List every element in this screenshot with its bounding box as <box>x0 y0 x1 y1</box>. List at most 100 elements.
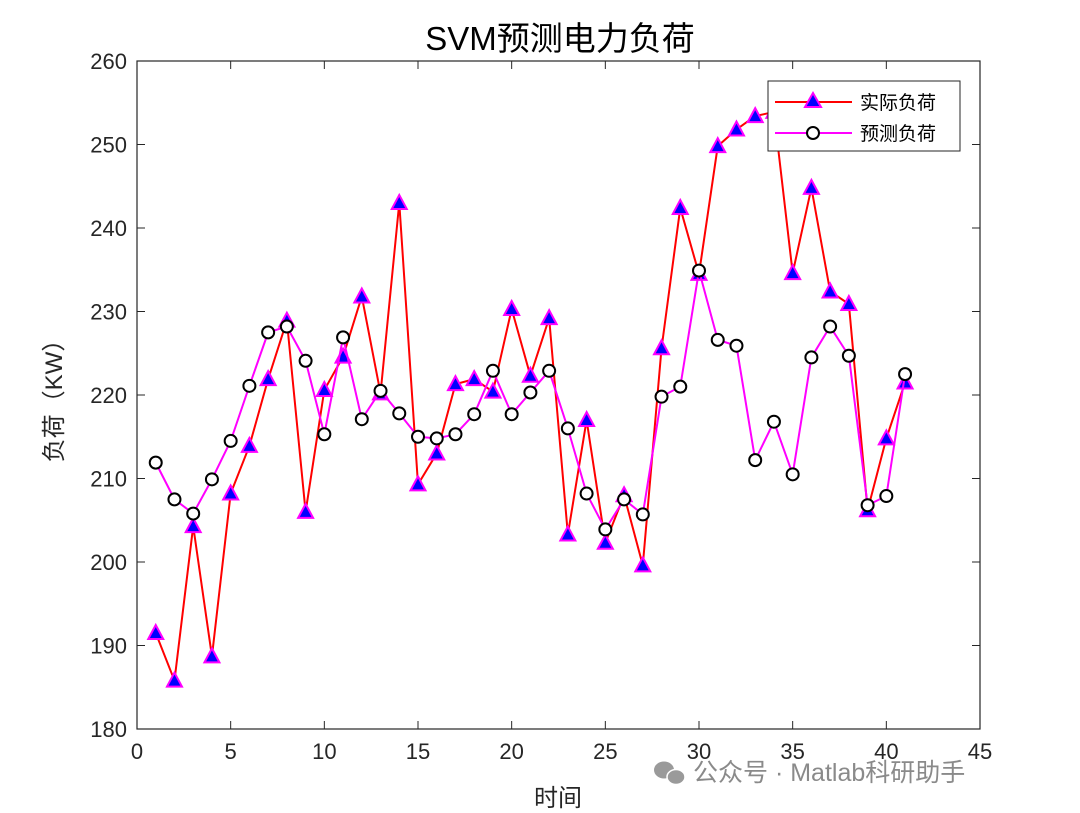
data-point-actual <box>671 197 690 215</box>
legend-label-predicted: 预测负荷 <box>860 123 936 145</box>
data-point-predicted <box>823 319 838 334</box>
data-point-predicted <box>148 455 163 470</box>
data-point-actual <box>221 483 240 501</box>
x-tick-label: 30 <box>687 739 711 764</box>
data-point-actual <box>539 308 559 326</box>
data-point-predicted <box>392 406 407 421</box>
data-point-predicted <box>485 363 500 378</box>
series-predicted <box>148 263 913 537</box>
data-point-predicted <box>298 353 313 368</box>
data-point-actual <box>296 501 315 519</box>
x-axis: 0 5 10 15 20 25 30 35 40 45 <box>131 61 992 764</box>
data-point-predicted <box>560 421 575 436</box>
data-point-actual <box>352 286 371 304</box>
x-tick-label: 35 <box>780 739 804 764</box>
legend-marker-predicted <box>806 126 820 140</box>
y-tick-label: 230 <box>90 300 127 325</box>
y-tick-label: 260 <box>90 49 127 74</box>
data-point-actual <box>839 293 859 311</box>
watermark: 公众号 · Matlab科研助手 <box>654 759 965 787</box>
data-point-predicted <box>167 492 182 507</box>
x-tick-label: 5 <box>225 739 237 764</box>
data-point-predicted <box>598 522 613 537</box>
data-point-predicted <box>429 431 444 446</box>
data-point-actual <box>783 262 802 281</box>
x-tick-label: 45 <box>968 739 992 764</box>
data-point-actual <box>202 646 222 664</box>
data-point-actual <box>465 369 484 387</box>
data-point-predicted <box>242 378 257 393</box>
data-point-predicted <box>223 433 238 448</box>
data-point-predicted <box>336 330 351 345</box>
data-point-actual <box>446 374 465 392</box>
data-point-actual <box>558 524 578 542</box>
y-tick-label: 250 <box>90 133 127 158</box>
watermark-text: 公众号 · Matlab科研助手 <box>693 759 965 787</box>
series-layer <box>146 101 915 688</box>
data-point-predicted <box>542 363 557 378</box>
data-point-predicted <box>448 427 463 442</box>
data-point-predicted <box>317 427 332 442</box>
data-point-predicted <box>841 348 856 363</box>
data-point-predicted <box>373 383 388 398</box>
data-point-actual <box>165 670 184 688</box>
data-point-predicted <box>504 407 519 422</box>
data-point-predicted <box>692 263 706 278</box>
data-point-predicted <box>261 325 276 340</box>
x-tick-label: 25 <box>593 739 617 764</box>
data-point-actual <box>895 372 915 390</box>
y-axis: 180 190 200 210 220 230 240 250 260 <box>90 49 980 742</box>
data-point-actual <box>820 281 840 299</box>
chart-title: SVM预测电力负荷 <box>425 20 695 57</box>
data-point-actual <box>240 435 259 453</box>
legend-box <box>767 80 961 152</box>
data-point-predicted <box>204 472 219 487</box>
x-tick-label: 10 <box>312 739 336 764</box>
data-point-predicted <box>411 429 425 444</box>
legend: 实际负荷 预测负荷 <box>767 80 961 152</box>
data-point-actual <box>652 338 671 356</box>
data-point-predicted <box>898 367 913 382</box>
data-point-actual <box>184 515 203 534</box>
data-point-actual <box>408 474 428 492</box>
data-point-predicted <box>654 389 669 404</box>
data-point-actual <box>258 369 278 387</box>
data-point-predicted <box>617 492 632 507</box>
data-point-predicted <box>879 489 894 504</box>
data-point-actual <box>315 379 334 397</box>
y-tick-label: 240 <box>90 216 127 241</box>
data-point-predicted <box>766 414 781 429</box>
legend-label-actual: 实际负荷 <box>860 92 936 114</box>
data-point-predicted <box>860 498 875 513</box>
data-point-actual <box>877 428 896 446</box>
x-tick-label: 15 <box>406 739 430 764</box>
y-tick-label: 220 <box>90 383 127 408</box>
data-point-actual <box>727 119 746 137</box>
data-point-predicted <box>467 407 482 422</box>
data-point-predicted <box>579 486 594 501</box>
x-axis-label: 时间 <box>534 785 582 812</box>
wechat-icon <box>654 761 686 786</box>
y-tick-label: 180 <box>90 717 127 742</box>
data-point-actual <box>521 365 540 383</box>
y-axis-label: 负荷（KW） <box>41 328 68 463</box>
data-point-actual <box>633 555 652 573</box>
data-point-actual <box>577 409 596 428</box>
x-tick-label: 0 <box>131 739 143 764</box>
data-point-predicted <box>673 379 688 394</box>
data-point-predicted <box>523 385 538 400</box>
data-point-predicted <box>279 319 294 334</box>
data-point-predicted <box>785 467 800 482</box>
data-point-actual <box>483 381 503 399</box>
data-point-actual <box>390 192 409 210</box>
data-point-predicted <box>729 338 744 353</box>
data-point-actual <box>802 177 821 195</box>
plot-area <box>136 60 981 730</box>
data-point-actual <box>596 532 615 550</box>
data-point-actual <box>427 443 446 461</box>
x-tick-label: 20 <box>499 739 523 764</box>
data-point-predicted <box>635 507 650 522</box>
data-point-predicted <box>710 332 725 347</box>
y-tick-label: 210 <box>90 467 127 492</box>
